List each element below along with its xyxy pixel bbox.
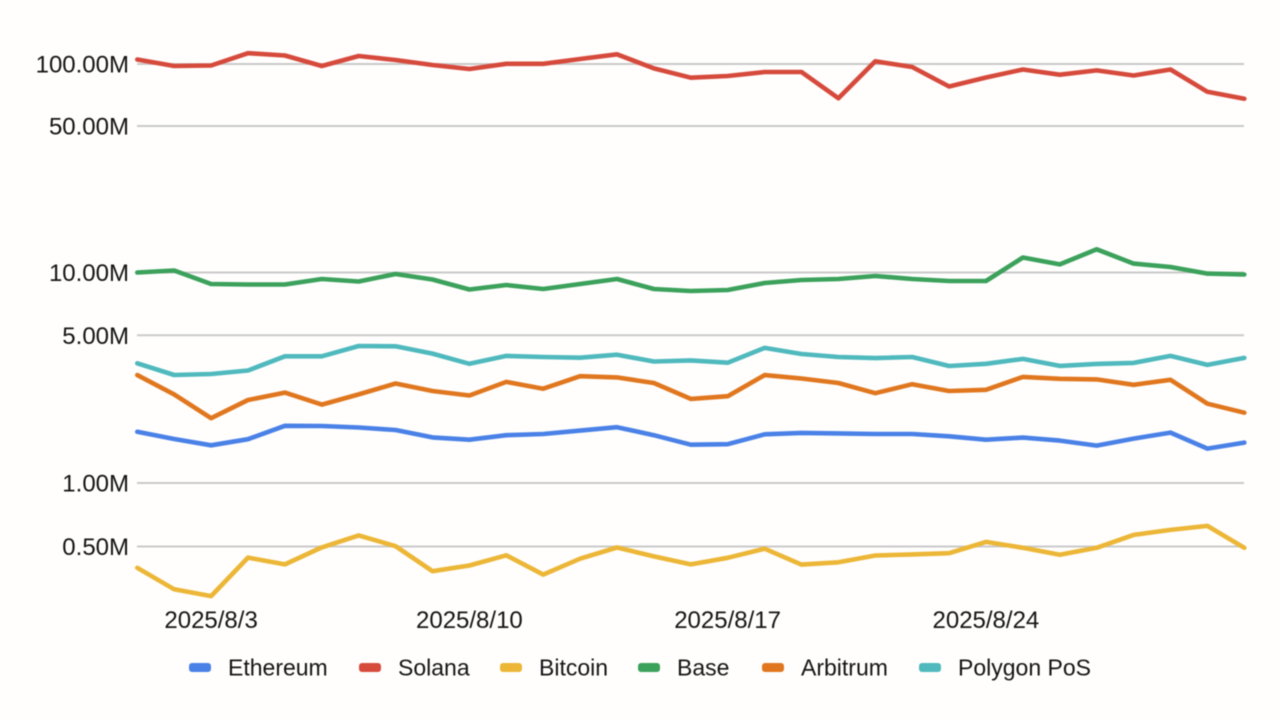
svg-text:Bitcoin: Bitcoin bbox=[539, 655, 608, 681]
svg-text:2025/8/24: 2025/8/24 bbox=[933, 607, 1040, 634]
svg-text:Polygon PoS: Polygon PoS bbox=[958, 655, 1091, 681]
svg-text:50.00M: 50.00M bbox=[49, 114, 129, 141]
svg-text:Base: Base bbox=[677, 655, 729, 681]
svg-text:Solana: Solana bbox=[398, 655, 470, 681]
svg-text:Arbitrum: Arbitrum bbox=[801, 655, 888, 681]
svg-text:2025/8/10: 2025/8/10 bbox=[416, 607, 523, 634]
svg-text:1.00M: 1.00M bbox=[62, 471, 129, 498]
svg-text:Ethereum: Ethereum bbox=[228, 655, 328, 681]
svg-text:10.00M: 10.00M bbox=[49, 260, 129, 287]
svg-text:2025/8/3: 2025/8/3 bbox=[164, 607, 257, 634]
svg-text:0.50M: 0.50M bbox=[62, 534, 129, 561]
svg-text:5.00M: 5.00M bbox=[62, 323, 129, 350]
svg-text:100.00M: 100.00M bbox=[36, 52, 129, 79]
svg-text:2025/8/17: 2025/8/17 bbox=[674, 607, 781, 634]
